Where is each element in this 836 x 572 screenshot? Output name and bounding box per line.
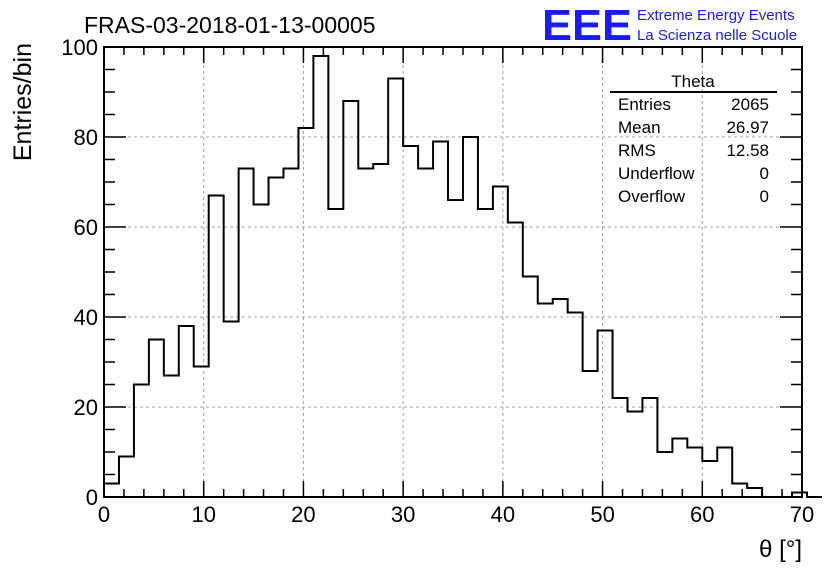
histogram-bin bbox=[538, 304, 553, 498]
x-tick-label: 70 bbox=[790, 502, 814, 527]
histogram-bin bbox=[403, 146, 418, 497]
histogram-outline bbox=[104, 55, 822, 498]
x-tick-label: 40 bbox=[491, 502, 515, 527]
histogram-bin bbox=[553, 299, 568, 497]
y-tick-label: 80 bbox=[74, 125, 98, 150]
stats-value: 26.97 bbox=[726, 118, 769, 137]
histogram-bin bbox=[463, 137, 478, 497]
histogram-bin bbox=[149, 340, 164, 498]
x-tick-label: 0 bbox=[98, 502, 110, 527]
x-tick-label: 20 bbox=[291, 502, 315, 527]
chart-title: FRAS-03-2018-01-13-00005 bbox=[84, 12, 376, 38]
histogram-bin bbox=[269, 178, 284, 498]
stats-value: 0 bbox=[760, 187, 769, 206]
histogram-bin bbox=[732, 484, 747, 498]
histogram-bin bbox=[508, 223, 523, 498]
histogram-bin bbox=[583, 371, 598, 497]
histogram-bin bbox=[179, 326, 194, 497]
histogram-bin bbox=[523, 277, 538, 498]
histogram-bin bbox=[568, 313, 583, 498]
histogram-bin bbox=[672, 439, 687, 498]
stats-label: Entries bbox=[618, 95, 671, 114]
histogram-bin bbox=[119, 457, 134, 498]
histogram-bin bbox=[433, 142, 448, 498]
histogram-bin bbox=[194, 367, 209, 498]
histogram-bin bbox=[717, 448, 732, 498]
histogram-bin bbox=[478, 209, 493, 497]
stats-title: Theta bbox=[671, 72, 715, 91]
histogram-bin bbox=[224, 322, 239, 498]
histogram-bin bbox=[687, 448, 702, 498]
histogram-series bbox=[104, 55, 822, 498]
histogram-bin bbox=[283, 169, 298, 498]
histogram-bin bbox=[448, 200, 463, 497]
eee-logo: EEE Extreme Energy Events La Scienza nel… bbox=[542, 1, 797, 50]
stats-label: Underflow bbox=[618, 164, 695, 183]
histogram-bin bbox=[628, 412, 643, 498]
y-tick-label: 0 bbox=[86, 485, 98, 510]
histogram-bin bbox=[298, 128, 313, 497]
histogram-bin bbox=[388, 79, 403, 498]
stats-label: RMS bbox=[618, 141, 656, 160]
histogram-bin bbox=[239, 169, 254, 498]
logo-line-2: La Scienza nelle Scuole bbox=[637, 27, 797, 44]
stats-label: Overflow bbox=[618, 187, 686, 206]
histogram-bin bbox=[493, 187, 508, 498]
x-axis-label: θ [°] bbox=[759, 536, 802, 563]
histogram-bin bbox=[328, 209, 343, 497]
histogram-bin bbox=[418, 169, 433, 498]
histogram-bin bbox=[164, 376, 179, 498]
x-tick-label: 60 bbox=[690, 502, 714, 527]
histogram-bin bbox=[598, 331, 613, 498]
x-tick-label: 50 bbox=[590, 502, 614, 527]
histogram-bin bbox=[747, 488, 762, 497]
y-tick-label: 60 bbox=[74, 215, 98, 240]
histogram-bin bbox=[702, 461, 717, 497]
histogram-bin bbox=[104, 484, 119, 498]
x-tick-label: 10 bbox=[191, 502, 215, 527]
logo-mark: EEE bbox=[542, 1, 632, 50]
histogram-bin bbox=[313, 56, 328, 497]
tick-labels: 0 10 20 30 40 50 60 70 0 20 40 60 80 100 bbox=[61, 35, 814, 527]
logo-line-1: Extreme Energy Events bbox=[637, 7, 795, 24]
stats-value: 2065 bbox=[731, 95, 769, 114]
stats-value: 0 bbox=[760, 164, 769, 183]
histogram-bin bbox=[134, 385, 149, 498]
histogram-bin bbox=[209, 196, 224, 498]
histogram-bin bbox=[373, 164, 388, 497]
x-tick-label: 30 bbox=[391, 502, 415, 527]
y-axis-label: Entries/bin bbox=[9, 43, 37, 161]
y-tick-label: 100 bbox=[61, 35, 98, 60]
stats-value: 12.58 bbox=[726, 141, 769, 160]
stats-box: Theta Entries 2065 Mean 26.97 RMS 12.58 Underf… bbox=[610, 72, 777, 206]
y-tick-label: 40 bbox=[74, 305, 98, 330]
stats-label: Mean bbox=[618, 118, 661, 137]
histogram-bin bbox=[613, 398, 628, 497]
histogram-bin bbox=[657, 452, 672, 497]
y-tick-label: 20 bbox=[74, 395, 98, 420]
histogram-bin bbox=[254, 205, 269, 498]
histogram-bin bbox=[642, 398, 657, 497]
histogram-bin bbox=[358, 169, 373, 498]
histogram-bin bbox=[343, 101, 358, 497]
axis-ticks bbox=[103, 46, 803, 498]
